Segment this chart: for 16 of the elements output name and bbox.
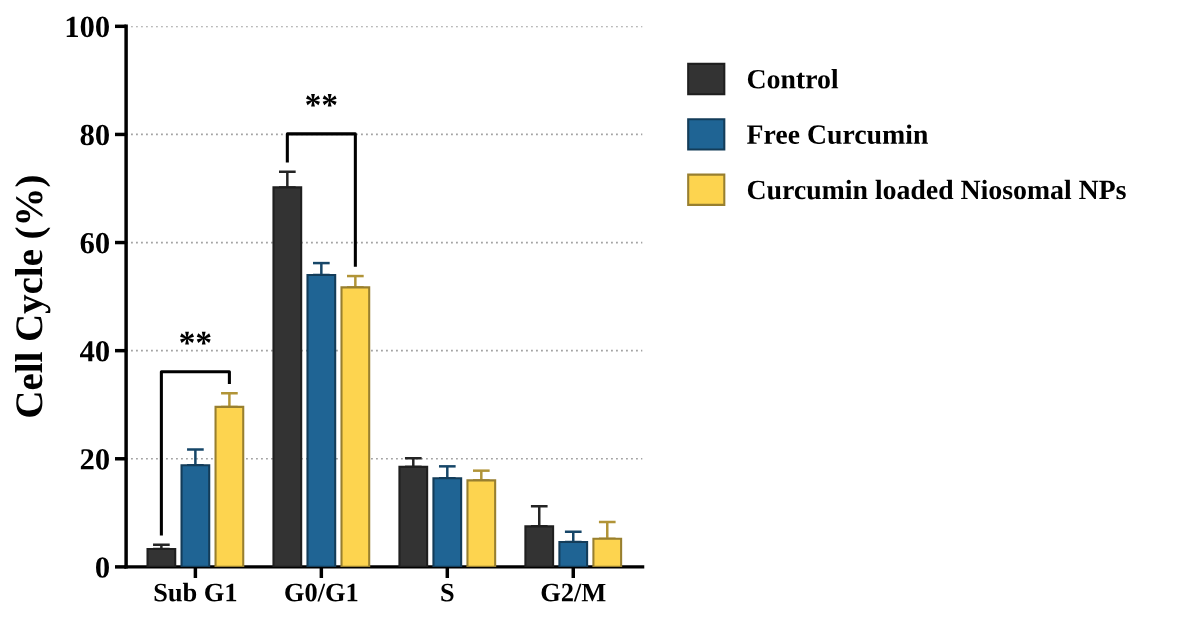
y-tick-label: 40 bbox=[80, 340, 109, 362]
x-tick-label: S bbox=[441, 583, 454, 602]
y-tick-label: 20 bbox=[80, 449, 109, 470]
y-tick-label: 0 bbox=[96, 557, 109, 578]
y-tick-label: 100 bbox=[66, 16, 109, 38]
x-tick-label: G2/M bbox=[541, 583, 606, 602]
legend-label: Free Curcumin bbox=[747, 124, 928, 145]
legend-label: Curcumin loaded Niosomal NPs bbox=[747, 179, 1126, 200]
x-tick-label: Sub G1 bbox=[154, 582, 237, 602]
annotation: ** bbox=[180, 331, 211, 345]
y-tick-label: 80 bbox=[80, 124, 109, 146]
x-tick-label: G0/G1 bbox=[285, 583, 358, 602]
legend-label: Control bbox=[747, 69, 839, 89]
y-tick-label: 60 bbox=[80, 232, 109, 254]
annotation: ** bbox=[306, 93, 337, 107]
y-axis-title: Cell Cycle (%) bbox=[15, 176, 51, 417]
